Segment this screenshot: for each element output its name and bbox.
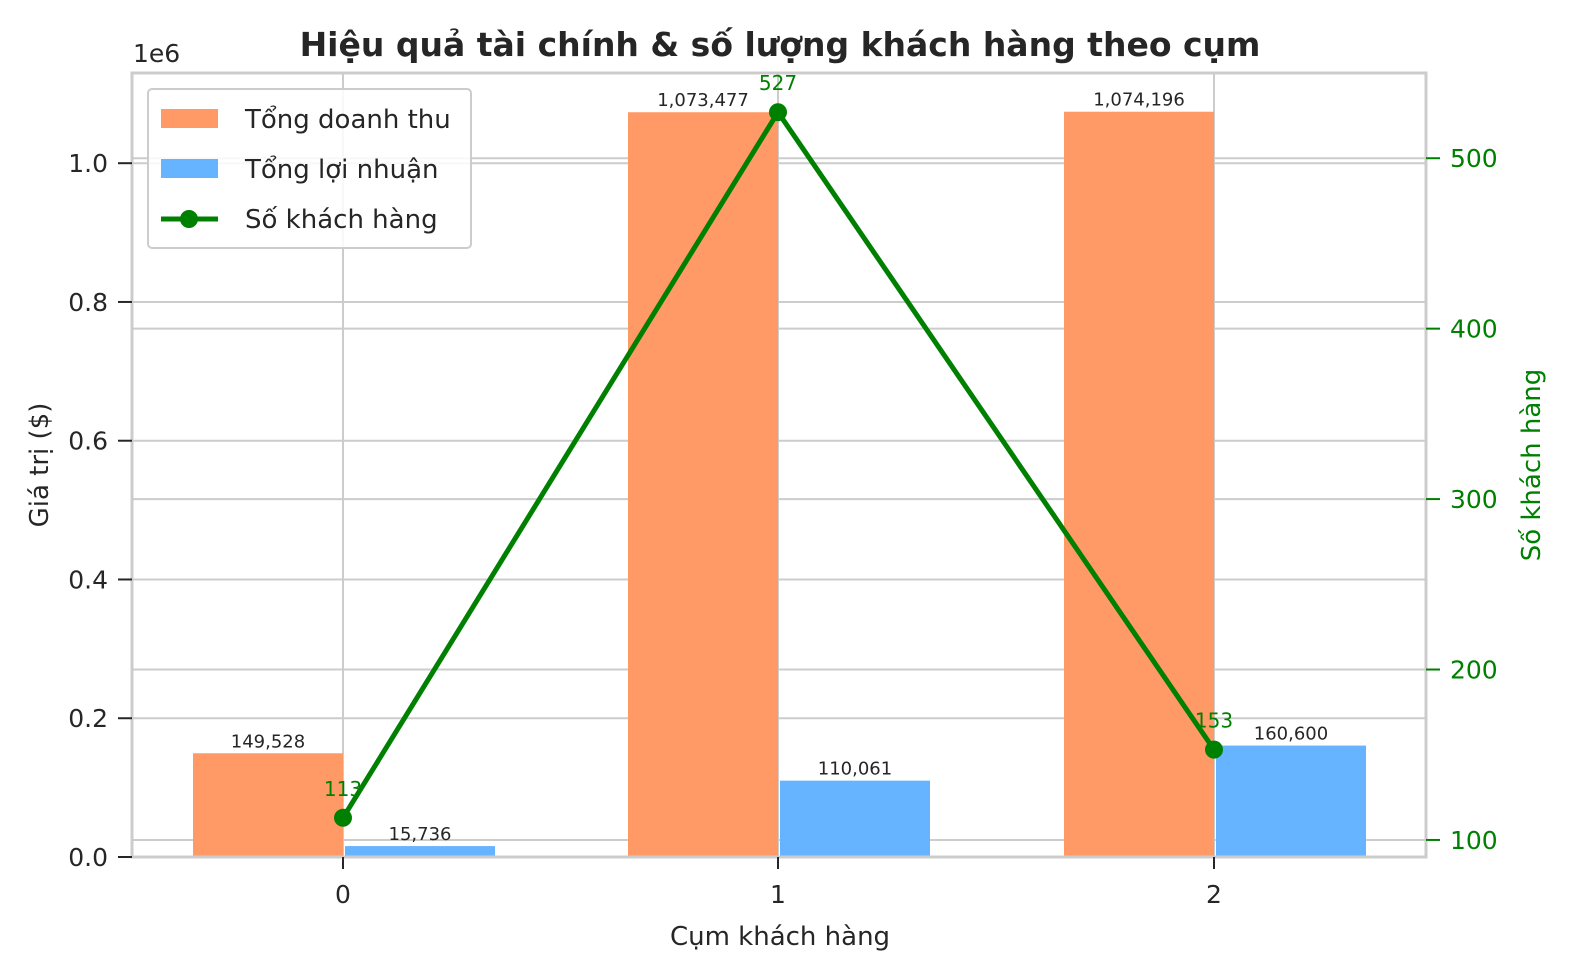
x-tick-label: 1 xyxy=(770,880,786,909)
bar-label-profit: 160,600 xyxy=(1254,724,1328,745)
legend-label-customers: Số khách hàng xyxy=(245,205,438,235)
bar-profit xyxy=(1216,745,1366,857)
axes: 0.0 0.2 0.4 0.6 0.8 1.0 100 200 300 400 500 0 1 2 xyxy=(68,71,1498,909)
bar-label-profit: 15,736 xyxy=(389,824,452,845)
bar-profit xyxy=(345,846,495,857)
line-layer xyxy=(334,103,1223,827)
legend: Tổng doanh thu Tổng lợi nhuận Số khách h… xyxy=(147,88,472,249)
legend-swatch-revenue xyxy=(161,109,218,128)
y2-tick-label: 100 xyxy=(1450,826,1498,855)
data-labels: 149,528 1,073,477 1,074,196 15,736 110,061 16… xyxy=(231,71,1328,845)
bar-label-profit: 110,061 xyxy=(818,759,892,780)
y-tick-label: 0.6 xyxy=(68,427,108,456)
y2-tick-label: 300 xyxy=(1450,485,1498,514)
bar-label-revenue: 1,073,477 xyxy=(657,90,749,111)
point-label-customers: 153 xyxy=(1195,709,1233,733)
y-tick-label: 0.4 xyxy=(68,565,108,594)
y-tick-label: 1.0 xyxy=(68,149,108,178)
x-axis-label: Cụm khách hàng xyxy=(670,922,890,952)
legend-marker-customers xyxy=(180,210,198,228)
y-axis-offset-label: 1e6 xyxy=(133,39,180,68)
point-label-customers: 113 xyxy=(324,777,362,801)
point-customers xyxy=(769,103,787,122)
legend-swatch-profit xyxy=(161,159,218,178)
y2-tick-label: 200 xyxy=(1450,656,1498,685)
y-axis-label: Giá trị ($) xyxy=(25,403,55,528)
y-tick-label: 0.8 xyxy=(68,288,108,317)
bar-revenue xyxy=(193,753,343,857)
bar-profit xyxy=(780,780,930,857)
point-label-customers: 527 xyxy=(759,71,797,95)
bar-label-revenue: 149,528 xyxy=(231,731,305,752)
legend-label-profit: Tổng lợi nhuận xyxy=(244,154,439,185)
point-customers xyxy=(1205,740,1223,759)
legend-frame xyxy=(147,88,472,249)
chart-title: Hiệu quả tài chính & số lượng khách hàng… xyxy=(300,25,1261,64)
bar-revenue xyxy=(628,112,778,858)
y-tick-label: 0.2 xyxy=(68,704,108,733)
y2-axis-label: Số khách hàng xyxy=(1517,369,1547,562)
legend-label-revenue: Tổng doanh thu xyxy=(244,104,451,135)
y2-tick-label: 400 xyxy=(1450,315,1498,344)
bar-label-revenue: 1,074,196 xyxy=(1093,90,1185,111)
y-tick-label: 0.0 xyxy=(68,843,108,872)
x-tick-label: 0 xyxy=(335,880,351,909)
y2-tick-label: 500 xyxy=(1450,144,1498,173)
x-tick-label: 2 xyxy=(1206,880,1222,909)
point-customers xyxy=(334,808,352,827)
bar-revenue xyxy=(1064,111,1214,858)
